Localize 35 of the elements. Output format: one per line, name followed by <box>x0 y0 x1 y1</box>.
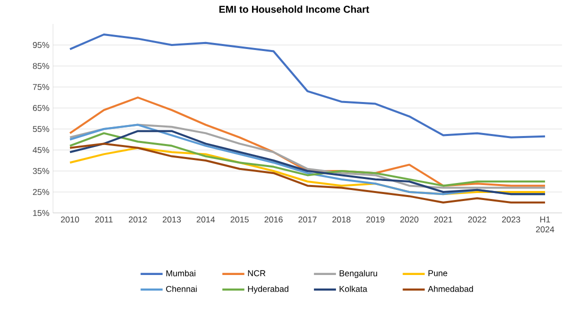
y-tick-label: 55% <box>32 126 50 132</box>
legend-label: Pune <box>428 270 448 276</box>
y-tick-label: 25% <box>32 189 50 195</box>
y-tick-label: 65% <box>32 105 50 111</box>
x-tick-label: 2023 <box>502 216 520 223</box>
y-tick-label: 35% <box>32 168 50 174</box>
x-tick-label: H1 2024 <box>536 216 554 232</box>
x-tick-label: 2016 <box>264 216 283 223</box>
x-tick-label: 2022 <box>468 216 486 223</box>
x-tick-label: 2021 <box>434 216 452 223</box>
legend-label: NCR <box>248 270 266 276</box>
legend-label: Mumbai <box>166 270 196 276</box>
x-tick-label: 2011 <box>95 216 113 223</box>
y-tick-label: 45% <box>32 147 50 153</box>
x-tick-label: 2014 <box>196 216 215 223</box>
line-series <box>68 96 546 187</box>
x-tick-label: 2013 <box>162 216 181 223</box>
y-tick-label: 95% <box>32 42 50 48</box>
legend-label: Chennai <box>166 286 197 292</box>
chart-title: EMI to Household Income Chart <box>219 6 370 13</box>
y-tick-label: 15% <box>33 210 50 216</box>
legend-label: Bengaluru <box>340 270 378 278</box>
x-tick-label: 2020 <box>400 216 418 223</box>
x-tick-label: 2018 <box>332 216 350 223</box>
x-tick-label: 2010 <box>60 216 80 223</box>
x-tick-label: 2012 <box>128 216 147 223</box>
y-tick-label: 75% <box>32 84 50 90</box>
legend-label: Ahmedabad <box>428 286 473 292</box>
legend-label: Hyderabad <box>248 286 288 294</box>
x-tick-label: 2017 <box>298 216 316 223</box>
x-tick-label: 2015 <box>230 216 249 223</box>
y-tick-label: 85% <box>32 63 50 69</box>
x-tick-label: 2019 <box>366 216 384 223</box>
legend-label: Kolkata <box>340 286 368 292</box>
line-series <box>68 34 546 138</box>
